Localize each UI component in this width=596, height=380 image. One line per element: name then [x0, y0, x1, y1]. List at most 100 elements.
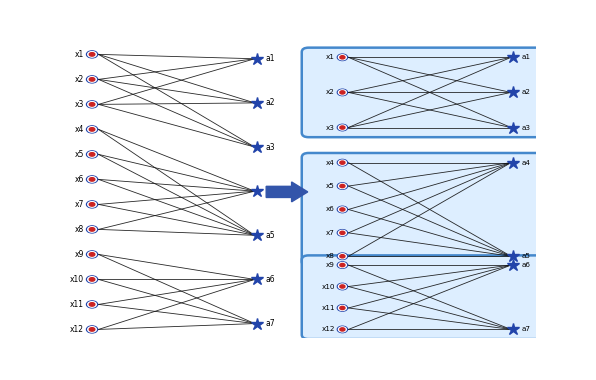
Circle shape: [339, 207, 346, 212]
Circle shape: [340, 91, 345, 94]
Text: x1: x1: [75, 50, 84, 59]
Circle shape: [337, 253, 347, 260]
FancyArrow shape: [266, 182, 308, 202]
Text: x12: x12: [321, 326, 335, 332]
Text: x5: x5: [75, 150, 84, 159]
Circle shape: [339, 254, 346, 259]
Circle shape: [339, 160, 346, 165]
Circle shape: [340, 208, 345, 211]
Circle shape: [86, 176, 98, 183]
Circle shape: [340, 56, 345, 59]
Circle shape: [340, 161, 345, 164]
Text: x9: x9: [326, 262, 335, 268]
Text: x6: x6: [75, 175, 84, 184]
Text: a4: a4: [522, 160, 530, 166]
Circle shape: [339, 184, 346, 188]
Text: a1: a1: [265, 54, 275, 63]
Circle shape: [89, 302, 95, 306]
Text: x2: x2: [75, 75, 84, 84]
Circle shape: [337, 326, 347, 332]
Circle shape: [88, 127, 97, 132]
Circle shape: [86, 301, 98, 308]
Circle shape: [340, 328, 345, 331]
Circle shape: [89, 52, 95, 56]
Circle shape: [339, 125, 346, 130]
Circle shape: [337, 89, 347, 96]
Text: x12: x12: [70, 325, 84, 334]
Circle shape: [337, 262, 347, 268]
Circle shape: [88, 327, 97, 332]
Text: x6: x6: [326, 206, 335, 212]
Circle shape: [86, 276, 98, 283]
Text: x1: x1: [326, 54, 335, 60]
Circle shape: [86, 101, 98, 108]
Circle shape: [88, 277, 97, 282]
Circle shape: [86, 326, 98, 333]
Circle shape: [337, 283, 347, 290]
Text: a2: a2: [265, 98, 275, 108]
FancyBboxPatch shape: [302, 48, 545, 137]
Circle shape: [89, 153, 95, 156]
Text: a5: a5: [522, 253, 530, 259]
Circle shape: [337, 305, 347, 311]
Circle shape: [88, 52, 97, 57]
Text: a6: a6: [265, 275, 275, 284]
Text: a2: a2: [522, 89, 530, 95]
Circle shape: [340, 231, 345, 234]
Text: a1: a1: [522, 54, 530, 60]
Circle shape: [88, 226, 97, 232]
Circle shape: [89, 203, 95, 206]
Text: a7: a7: [522, 326, 530, 332]
Circle shape: [339, 327, 346, 332]
Text: a5: a5: [265, 231, 275, 240]
Text: a3: a3: [265, 142, 275, 152]
Circle shape: [337, 124, 347, 131]
Text: a6: a6: [522, 262, 530, 268]
Text: x2: x2: [326, 89, 335, 95]
Circle shape: [86, 251, 98, 258]
Circle shape: [89, 177, 95, 181]
Circle shape: [340, 184, 345, 188]
Text: a3: a3: [522, 125, 530, 130]
Text: x10: x10: [321, 283, 335, 290]
Circle shape: [340, 263, 345, 267]
Circle shape: [340, 306, 345, 310]
Circle shape: [340, 255, 345, 258]
Circle shape: [340, 285, 345, 288]
Circle shape: [337, 160, 347, 166]
Text: x4: x4: [326, 160, 335, 166]
Circle shape: [89, 253, 95, 256]
Text: x11: x11: [321, 305, 335, 311]
Circle shape: [89, 228, 95, 231]
Circle shape: [89, 328, 95, 331]
Circle shape: [86, 151, 98, 158]
Circle shape: [89, 128, 95, 131]
Circle shape: [86, 226, 98, 233]
Circle shape: [339, 263, 346, 268]
Circle shape: [89, 278, 95, 281]
Circle shape: [86, 51, 98, 58]
Circle shape: [86, 201, 98, 208]
Text: x8: x8: [326, 253, 335, 259]
Circle shape: [86, 76, 98, 83]
Text: x8: x8: [75, 225, 84, 234]
Circle shape: [86, 126, 98, 133]
Circle shape: [88, 252, 97, 257]
Circle shape: [337, 206, 347, 213]
Circle shape: [88, 202, 97, 207]
Circle shape: [88, 101, 97, 107]
Circle shape: [88, 302, 97, 307]
Circle shape: [88, 152, 97, 157]
Text: x4: x4: [75, 125, 84, 134]
Text: x7: x7: [75, 200, 84, 209]
Circle shape: [339, 306, 346, 310]
FancyBboxPatch shape: [302, 153, 545, 266]
Text: x5: x5: [326, 183, 335, 189]
Circle shape: [337, 183, 347, 189]
Circle shape: [89, 103, 95, 106]
Circle shape: [339, 284, 346, 289]
Circle shape: [89, 78, 95, 81]
Text: x9: x9: [75, 250, 84, 259]
Circle shape: [88, 177, 97, 182]
Circle shape: [340, 126, 345, 129]
